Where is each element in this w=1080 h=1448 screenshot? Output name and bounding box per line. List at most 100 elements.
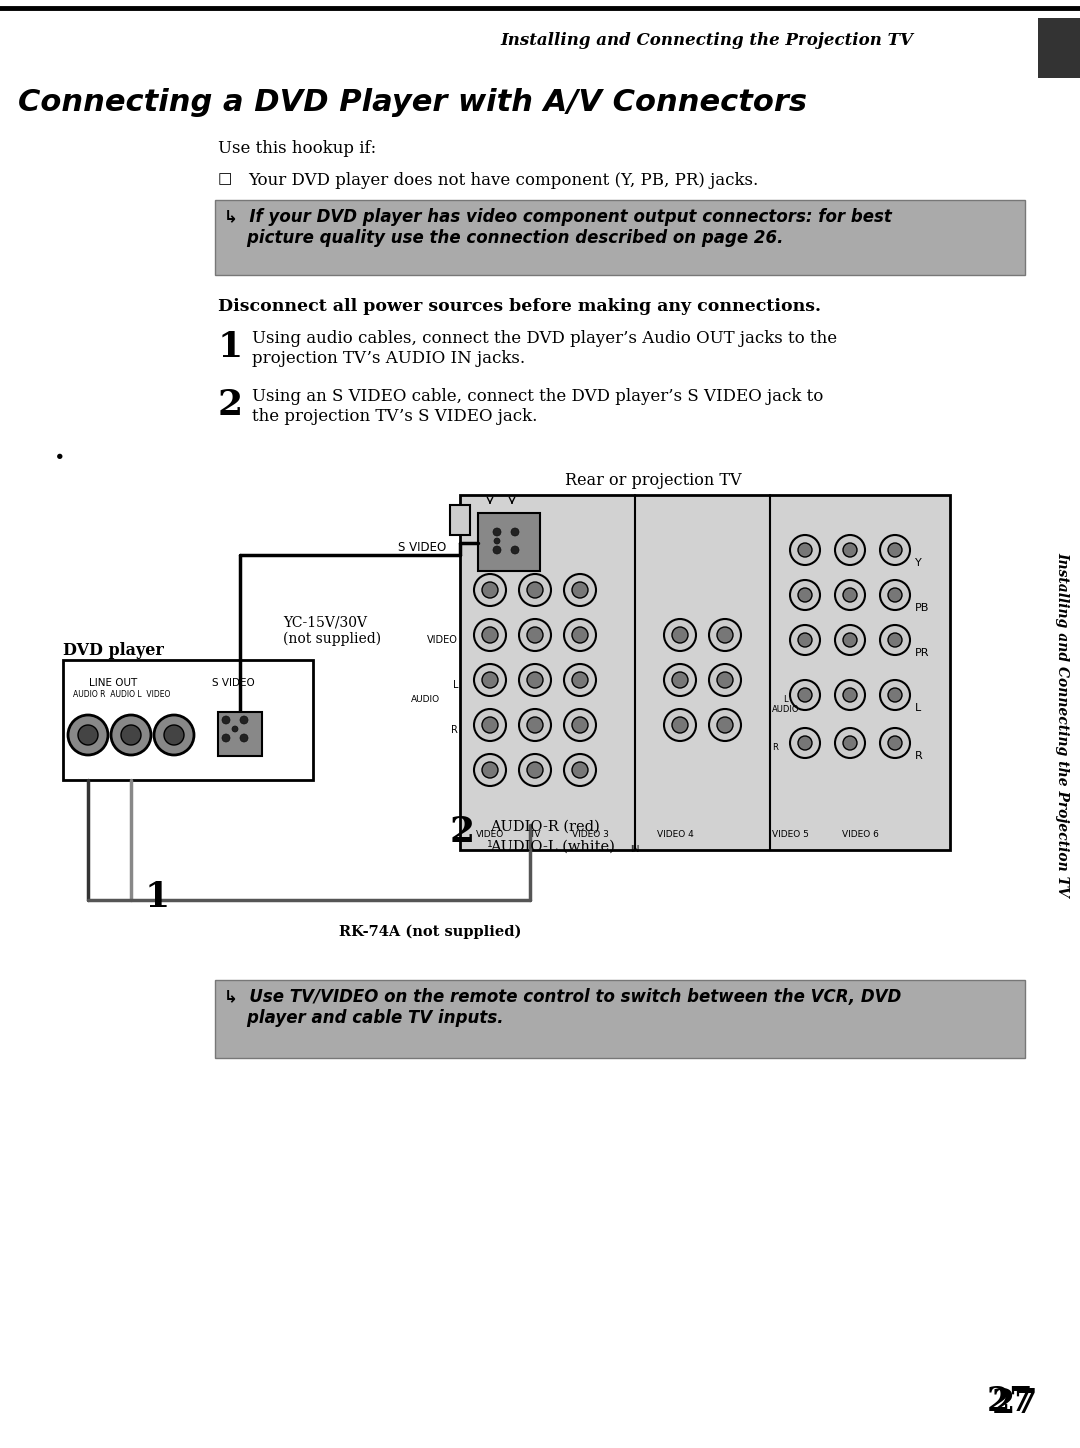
Text: VIDEO: VIDEO — [427, 636, 458, 644]
Circle shape — [789, 728, 820, 757]
Text: PB: PB — [915, 602, 930, 613]
Text: AUDIO: AUDIO — [410, 695, 440, 704]
Text: IN: IN — [631, 846, 639, 854]
Circle shape — [880, 728, 910, 757]
Circle shape — [492, 529, 501, 536]
Circle shape — [474, 710, 507, 741]
Bar — [63, 660, 313, 780]
Circle shape — [789, 534, 820, 565]
Text: RK-74A (not supplied): RK-74A (not supplied) — [339, 925, 522, 940]
Text: ∙: ∙ — [55, 447, 65, 466]
Circle shape — [519, 665, 551, 696]
Text: Using audio cables, connect the DVD player’s Audio OUT jacks to the
projection T: Using audio cables, connect the DVD play… — [252, 330, 837, 366]
Text: R: R — [451, 725, 458, 736]
Text: 1: 1 — [145, 880, 171, 914]
Circle shape — [482, 717, 498, 733]
Circle shape — [672, 717, 688, 733]
Text: L: L — [915, 702, 921, 712]
Circle shape — [835, 681, 865, 710]
Circle shape — [843, 688, 858, 702]
Circle shape — [564, 665, 596, 696]
Circle shape — [232, 725, 238, 733]
Text: AUDIO-L (white): AUDIO-L (white) — [490, 840, 615, 854]
Circle shape — [111, 715, 151, 754]
Circle shape — [78, 725, 98, 746]
Circle shape — [789, 626, 820, 654]
Circle shape — [519, 710, 551, 741]
Circle shape — [564, 754, 596, 786]
Circle shape — [672, 672, 688, 688]
Circle shape — [511, 529, 519, 536]
Circle shape — [880, 681, 910, 710]
Circle shape — [798, 588, 812, 602]
Text: ↳  Use TV/VIDEO on the remote control to switch between the VCR, DVD
    player : ↳ Use TV/VIDEO on the remote control to … — [224, 988, 901, 1027]
Circle shape — [482, 762, 498, 778]
Circle shape — [222, 715, 230, 724]
Circle shape — [843, 633, 858, 647]
Text: Your DVD player does not have component (Y, PB, PR) jacks.: Your DVD player does not have component … — [248, 172, 758, 190]
Circle shape — [789, 581, 820, 610]
Circle shape — [527, 582, 543, 598]
Circle shape — [664, 618, 696, 652]
Text: Using an S VIDEO cable, connect the DVD player’s S VIDEO jack to
the projection : Using an S VIDEO cable, connect the DVD … — [252, 388, 823, 424]
Circle shape — [511, 546, 519, 555]
Circle shape — [717, 627, 733, 643]
Circle shape — [880, 534, 910, 565]
Circle shape — [527, 627, 543, 643]
Circle shape — [835, 626, 865, 654]
Text: Installing and Connecting the Projection TV: Installing and Connecting the Projection… — [500, 32, 913, 49]
Text: ↳  If your DVD player has video component output connectors: for best
    pictur: ↳ If your DVD player has video component… — [224, 209, 892, 246]
Text: YC-15V/30V
(not supplied): YC-15V/30V (not supplied) — [283, 615, 381, 646]
Text: VIDEO 5: VIDEO 5 — [771, 830, 809, 838]
Circle shape — [564, 710, 596, 741]
Text: L
AUDIO: L AUDIO — [772, 695, 799, 714]
Circle shape — [708, 618, 741, 652]
Text: 27: 27 — [991, 1387, 1038, 1420]
Circle shape — [664, 665, 696, 696]
Circle shape — [240, 715, 248, 724]
Text: VIDEO 4: VIDEO 4 — [657, 830, 693, 838]
Bar — [460, 495, 950, 850]
Text: □: □ — [218, 172, 232, 185]
Circle shape — [527, 717, 543, 733]
Bar — [478, 513, 540, 571]
Circle shape — [474, 618, 507, 652]
Circle shape — [835, 581, 865, 610]
Text: 2: 2 — [450, 815, 475, 849]
Circle shape — [474, 665, 507, 696]
Circle shape — [564, 618, 596, 652]
Circle shape — [880, 626, 910, 654]
Circle shape — [164, 725, 184, 746]
Circle shape — [880, 581, 910, 610]
Text: Disconnect all power sources before making any connections.: Disconnect all power sources before maki… — [218, 298, 821, 316]
Bar — [1038, 17, 1080, 78]
Circle shape — [519, 573, 551, 607]
Circle shape — [572, 627, 588, 643]
Circle shape — [798, 633, 812, 647]
Circle shape — [492, 546, 501, 555]
Circle shape — [474, 573, 507, 607]
Circle shape — [572, 762, 588, 778]
Circle shape — [222, 734, 230, 741]
Circle shape — [843, 736, 858, 750]
Bar — [218, 712, 262, 756]
Circle shape — [888, 688, 902, 702]
Text: AUDIO-R (red): AUDIO-R (red) — [490, 820, 599, 834]
Text: PR: PR — [915, 649, 930, 657]
Circle shape — [888, 588, 902, 602]
Circle shape — [474, 754, 507, 786]
Circle shape — [798, 736, 812, 750]
Text: VIDEO
1: VIDEO 1 — [476, 830, 504, 850]
Circle shape — [240, 734, 248, 741]
Text: LINE OUT: LINE OUT — [89, 678, 137, 688]
Circle shape — [672, 627, 688, 643]
Circle shape — [527, 762, 543, 778]
Circle shape — [482, 627, 498, 643]
Circle shape — [843, 543, 858, 557]
Circle shape — [843, 588, 858, 602]
Circle shape — [482, 582, 498, 598]
Circle shape — [572, 582, 588, 598]
Text: 1: 1 — [218, 330, 243, 363]
Text: Rear or projection TV: Rear or projection TV — [565, 472, 742, 489]
Text: VIDEO 3: VIDEO 3 — [571, 830, 608, 838]
